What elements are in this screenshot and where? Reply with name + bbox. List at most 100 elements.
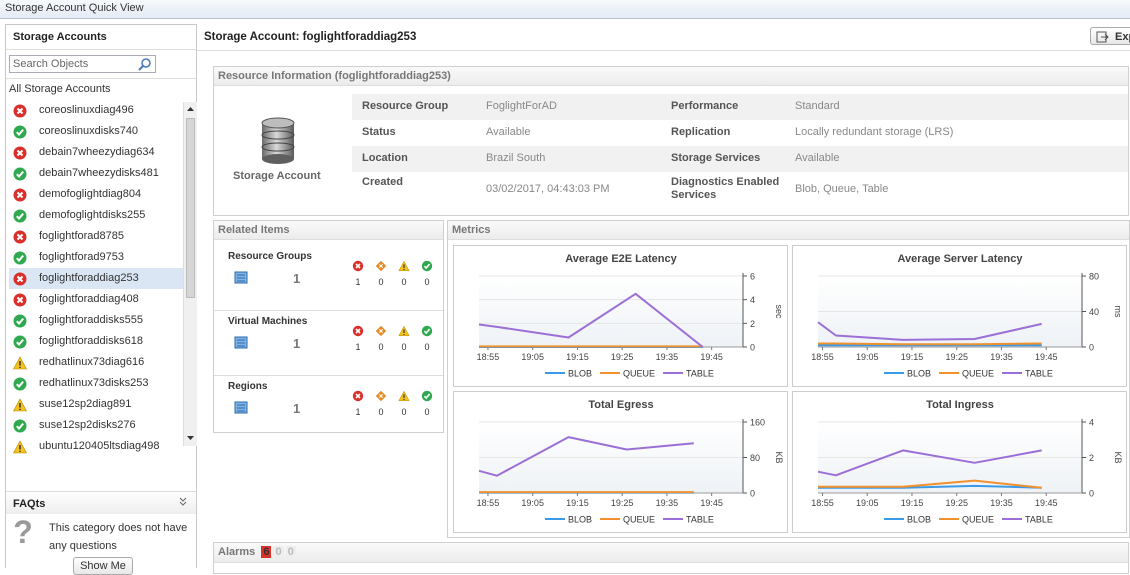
chart: Average E2E Latency 0 2 4 6 sec 18:55 19:05 19:1… xyxy=(477,253,784,379)
alarm-count[interactable]: 6 xyxy=(261,546,272,558)
account-row[interactable]: debain7wheezydisks481 xyxy=(9,163,183,184)
x-tick-label: 19:25 xyxy=(945,498,968,508)
scroll-thumb[interactable] xyxy=(186,118,195,298)
alarm-count: 0 xyxy=(378,342,384,352)
legend-label: BLOB xyxy=(907,369,931,379)
series-line xyxy=(818,479,1042,489)
chart: Average Server Latency 0 40 80 ms 18:55 19:05 1… xyxy=(811,253,1123,379)
account-row[interactable]: demofoglightdisks255 xyxy=(9,205,183,226)
status-icon xyxy=(13,167,27,181)
sidebar: Storage Accounts Search Objects All Stor… xyxy=(5,24,197,575)
account-row[interactable]: debain7wheezydiag634 xyxy=(9,142,183,163)
metrics-panel: Metrics Average E2E Latency 0 2 4 6 sec 18:55 1… xyxy=(447,220,1130,538)
y-axis-label: sec xyxy=(774,304,784,319)
scroll-up[interactable] xyxy=(186,105,195,113)
search-icon[interactable] xyxy=(138,57,152,71)
account-row[interactable]: foglightforaddiag408 xyxy=(9,289,183,310)
export-button[interactable]: Exp xyxy=(1090,27,1130,45)
x-tick-label: 18:55 xyxy=(477,352,500,362)
group-name: Resource Groups xyxy=(228,251,312,262)
account-row[interactable]: foglightforad9753 xyxy=(9,247,183,268)
divider xyxy=(6,78,196,79)
group-count[interactable]: 1 xyxy=(293,336,301,351)
status-icon xyxy=(13,104,27,118)
status-icon xyxy=(13,335,27,349)
status-icon xyxy=(421,390,433,402)
alarm-count: 1 xyxy=(355,277,361,287)
series-line xyxy=(478,292,704,348)
collapse-icon[interactable] xyxy=(178,496,188,506)
group-name: Virtual Machines xyxy=(228,316,308,327)
icon-shape xyxy=(16,296,24,304)
x-tick-label: 19:45 xyxy=(700,352,723,362)
scroll-down[interactable] xyxy=(186,434,195,442)
faq-text: This category does not have any question… xyxy=(49,522,188,552)
status-icon xyxy=(13,272,27,286)
icon-shape xyxy=(237,339,245,347)
legend-label: BLOB xyxy=(907,515,931,525)
main-title: Storage Account: foglightforaddiag253 xyxy=(204,31,417,43)
status-icon xyxy=(13,209,27,223)
x-tick-label: 19:45 xyxy=(1035,498,1058,508)
search-placeholder: Search Objects xyxy=(13,58,89,70)
search-box[interactable]: Search Objects xyxy=(9,55,156,73)
account-name: foglightforaddiag253 xyxy=(39,272,139,284)
tree-root[interactable]: All Storage Accounts xyxy=(9,83,111,95)
account-row[interactable]: suse12sp2diag891 xyxy=(9,394,183,415)
info-row: Location Brazil South Storage Services Avai… xyxy=(352,146,1128,172)
account-name: foglightforaddisks618 xyxy=(39,335,143,347)
title-bar: Storage Account Quick View xyxy=(0,0,1130,19)
show-me-button[interactable]: Show Me xyxy=(73,557,133,575)
icon-shape xyxy=(355,393,361,399)
account-name: foglightforaddisks555 xyxy=(39,314,143,326)
x-tick-label: 19:25 xyxy=(945,352,968,362)
legend-label: QUEUE xyxy=(962,369,994,379)
svg-text:?: ? xyxy=(13,516,33,550)
icon-shape xyxy=(379,264,383,268)
account-name: demofoglightdiag804 xyxy=(39,188,142,200)
alarm-count[interactable]: 0 xyxy=(285,546,296,558)
main-header: Storage Account: foglightforaddiag253 Ex… xyxy=(197,24,1130,51)
x-tick-label: 19:25 xyxy=(611,352,634,362)
status-icon xyxy=(13,356,27,370)
chart-title: Average E2E Latency xyxy=(565,253,677,265)
account-row[interactable]: coreoslinuxdiag496 xyxy=(9,100,183,121)
account-row[interactable]: demofoglightdiag804 xyxy=(9,184,183,205)
x-tick-label: 19:05 xyxy=(521,498,544,508)
alarm-count: 1 xyxy=(355,407,361,417)
x-tick-label: 19:25 xyxy=(611,498,634,508)
account-row[interactable]: redhatlinux73diag616 xyxy=(9,352,183,373)
account-row[interactable]: redhatlinux73disks253 xyxy=(9,373,183,394)
related-group: Resource Groups 1 1 0 0 0 xyxy=(214,247,443,311)
x-tick-label: 19:15 xyxy=(901,498,924,508)
icon-shape xyxy=(237,404,245,412)
icon-shape xyxy=(16,191,24,199)
series-line xyxy=(818,342,1042,346)
scrollbar[interactable] xyxy=(183,102,197,446)
status-icon xyxy=(13,419,27,433)
account-row[interactable]: coreoslinuxdisks740 xyxy=(9,121,183,142)
icon-shape xyxy=(16,422,24,430)
y-tick-label: 2 xyxy=(750,319,755,329)
account-row[interactable]: foglightforaddiag253 xyxy=(9,268,183,289)
account-row[interactable]: foglightforaddisks618 xyxy=(9,331,183,352)
group-count[interactable]: 1 xyxy=(293,401,301,416)
panel-title: Metrics xyxy=(448,221,1129,240)
group-count[interactable]: 1 xyxy=(293,271,301,286)
y-tick-label: 160 xyxy=(750,418,765,428)
account-name: foglightforad8785 xyxy=(39,230,125,242)
series-line xyxy=(817,449,1042,477)
account-row[interactable]: foglightforaddisks555 xyxy=(9,310,183,331)
faq-header[interactable]: FAQts xyxy=(6,491,196,514)
account-name: redhatlinux73diag616 xyxy=(39,356,145,368)
info-value: Standard xyxy=(795,100,840,112)
alarm-count[interactable]: 0 xyxy=(273,546,284,558)
x-tick-label: 19:05 xyxy=(856,498,879,508)
status-icon xyxy=(375,325,387,337)
account-row[interactable]: ubuntu120405ltsdiag498 xyxy=(9,436,183,457)
x-tick-label: 19:35 xyxy=(656,498,679,508)
legend-label: TABLE xyxy=(1025,515,1053,525)
account-row[interactable]: foglightforad8785 xyxy=(9,226,183,247)
account-name: suse12sp2diag891 xyxy=(39,398,132,410)
account-row[interactable]: suse12sp2disks276 xyxy=(9,415,183,436)
